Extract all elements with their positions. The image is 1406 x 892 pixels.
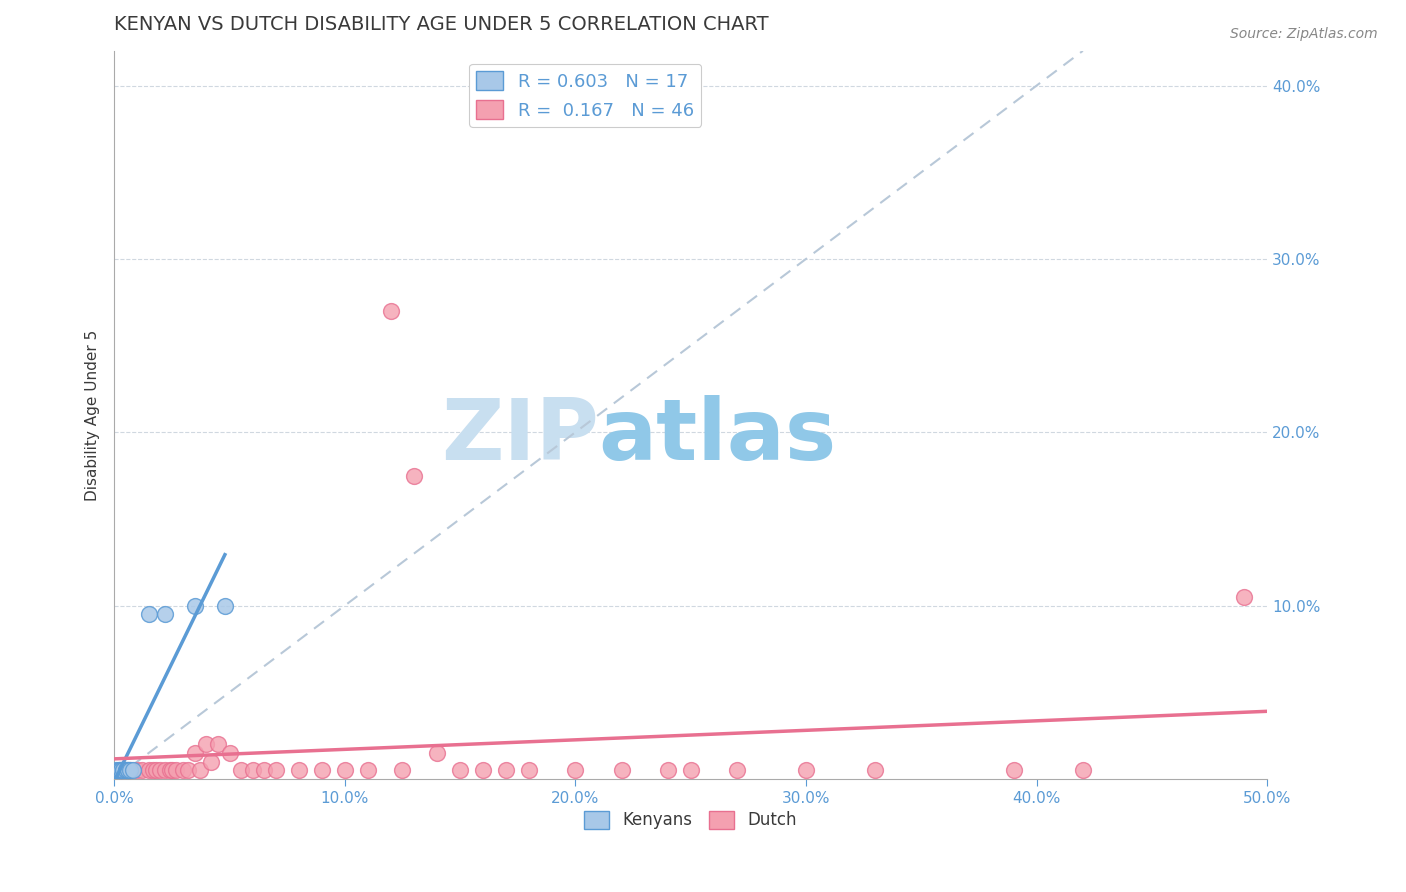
Point — [120, 764, 142, 778]
Point — [610, 764, 633, 778]
Point — [114, 764, 136, 778]
Point — [402, 468, 425, 483]
Point — [229, 764, 252, 778]
Point — [107, 764, 129, 778]
Point — [865, 764, 887, 778]
Point — [1233, 590, 1256, 604]
Point — [153, 607, 176, 622]
Point — [112, 764, 135, 778]
Point — [112, 764, 135, 778]
Point — [657, 764, 679, 778]
Point — [333, 764, 356, 778]
Point — [184, 746, 207, 760]
Point — [1071, 764, 1094, 778]
Point — [311, 764, 333, 778]
Point — [1002, 764, 1025, 778]
Point — [117, 764, 139, 778]
Point — [242, 764, 264, 778]
Point — [120, 764, 142, 778]
Point — [725, 764, 748, 778]
Text: KENYAN VS DUTCH DISABILITY AGE UNDER 5 CORRELATION CHART: KENYAN VS DUTCH DISABILITY AGE UNDER 5 C… — [114, 15, 769, 34]
Point — [142, 764, 165, 778]
Point — [177, 764, 200, 778]
Point — [794, 764, 817, 778]
Point — [357, 764, 380, 778]
Point — [184, 599, 207, 613]
Point — [495, 764, 517, 778]
Point — [107, 764, 129, 778]
Point — [472, 764, 495, 778]
Point — [110, 764, 132, 778]
Point — [149, 764, 172, 778]
Point — [117, 764, 139, 778]
Point — [214, 599, 236, 613]
Legend: Kenyans, Dutch: Kenyans, Dutch — [578, 804, 804, 836]
Point — [138, 607, 160, 622]
Text: Source: ZipAtlas.com: Source: ZipAtlas.com — [1230, 27, 1378, 41]
Text: atlas: atlas — [599, 395, 837, 478]
Point — [449, 764, 471, 778]
Point — [145, 764, 167, 778]
Point — [166, 764, 188, 778]
Point — [188, 764, 211, 778]
Point — [264, 764, 287, 778]
Point — [426, 746, 449, 760]
Text: ZIP: ZIP — [440, 395, 599, 478]
Point — [207, 737, 229, 751]
Point — [195, 737, 218, 751]
Point — [172, 764, 194, 778]
Point — [564, 764, 586, 778]
Point — [679, 764, 702, 778]
Point — [159, 764, 181, 778]
Point — [110, 764, 132, 778]
Point — [253, 764, 276, 778]
Point — [131, 764, 153, 778]
Point — [114, 764, 136, 778]
Point — [200, 755, 222, 769]
Point — [391, 764, 413, 778]
Point — [153, 764, 176, 778]
Point — [110, 764, 132, 778]
Point — [287, 764, 309, 778]
Y-axis label: Disability Age Under 5: Disability Age Under 5 — [86, 329, 100, 500]
Point — [138, 764, 160, 778]
Point — [218, 746, 240, 760]
Point — [105, 764, 128, 778]
Point — [517, 764, 540, 778]
Point — [380, 304, 402, 318]
Point — [127, 764, 149, 778]
Point — [121, 764, 143, 778]
Point — [160, 764, 183, 778]
